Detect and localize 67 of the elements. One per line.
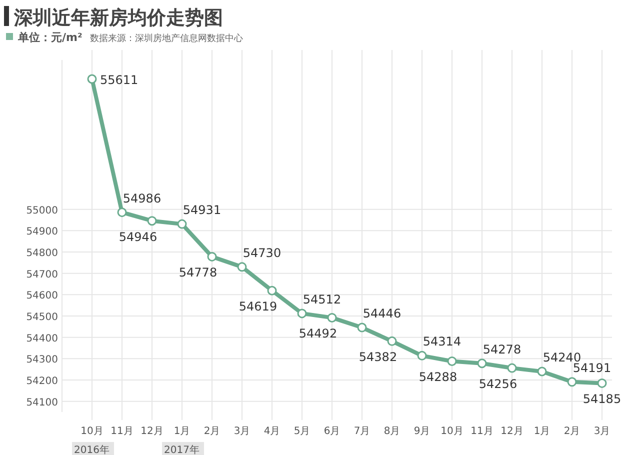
source-note: 数据来源：深圳房地产信息网数据中心 — [90, 33, 243, 44]
y-tick-label: 54900 — [26, 226, 58, 238]
text: 2016年 — [74, 444, 110, 455]
point — [357, 322, 367, 332]
data-label: 54931 — [182, 203, 222, 218]
x-tick-label: 1月 — [174, 426, 190, 437]
point — [207, 252, 217, 262]
x-tick-label: 11月 — [470, 426, 494, 437]
data-label: 54492 — [298, 326, 338, 341]
data-label: 54730 — [242, 246, 282, 260]
x-tick-label: 12月 — [140, 426, 164, 437]
x-tick-label: 11月 — [110, 426, 134, 437]
y-tick-label: 54700 — [26, 269, 58, 280]
point — [297, 308, 307, 318]
point — [147, 216, 157, 226]
point — [507, 363, 517, 373]
y-tick-label: 54100 — [26, 397, 58, 408]
point — [237, 262, 247, 272]
y-tick-label: 54800 — [26, 248, 58, 259]
data-label: 54288 — [418, 370, 458, 384]
y-tick-label: 54500 — [26, 312, 58, 323]
point — [87, 74, 97, 84]
point — [447, 356, 457, 366]
y-tick-label: 54600 — [26, 290, 58, 302]
x-tick-label: 4月 — [264, 426, 280, 437]
chart-subtitle: 单位：元/m² — [17, 31, 82, 44]
data-label: 54946 — [118, 230, 158, 244]
x-tick-label: 2月 — [204, 426, 220, 437]
data-label: 54382 — [358, 350, 398, 364]
point — [117, 208, 127, 218]
chart-title: 深圳近年新房均价走势图 — [13, 7, 223, 29]
x-tick-label: 8月 — [384, 426, 400, 437]
y-tick-label: 54400 — [26, 333, 58, 344]
data-label: 54986 — [122, 191, 162, 206]
x-tick-label: 1月 — [534, 426, 550, 437]
x-tick-label: 6月 — [324, 426, 340, 437]
point — [267, 286, 277, 296]
x-tick-label: 3月 — [234, 426, 250, 437]
x-tick-label: 2月 — [564, 426, 580, 437]
x-tick-label: 5月 — [294, 426, 310, 437]
point — [417, 350, 427, 360]
point — [477, 358, 487, 368]
y-tick-label: 54300 — [26, 354, 58, 366]
point — [597, 378, 607, 388]
x-tick-label: 9月 — [414, 426, 430, 437]
data-label: 54512 — [302, 292, 342, 306]
x-tick-label: 10月 — [440, 426, 464, 437]
x-tick-label: 3月 — [594, 426, 610, 437]
point — [327, 312, 337, 322]
data-label: 54446 — [362, 306, 402, 321]
data-label: 54619 — [238, 300, 278, 314]
y-tick-label: 55000 — [26, 205, 58, 216]
x-tick-label: 7月 — [354, 426, 370, 437]
x-tick-label: 12月 — [500, 426, 524, 437]
data-label: 54778 — [178, 266, 218, 280]
data-label: 54278 — [482, 342, 522, 356]
y-tick-label: 54200 — [26, 376, 58, 387]
data-label: 54256 — [478, 377, 518, 392]
point — [387, 336, 397, 346]
text: 2017年 — [164, 444, 200, 455]
data-label: 54185 — [582, 392, 622, 406]
data-label: 55611 — [100, 72, 138, 87]
point — [177, 219, 187, 229]
point — [537, 366, 547, 376]
point — [567, 377, 577, 387]
data-label: 54314 — [422, 334, 462, 349]
x-tick-label: 10月 — [80, 426, 104, 437]
